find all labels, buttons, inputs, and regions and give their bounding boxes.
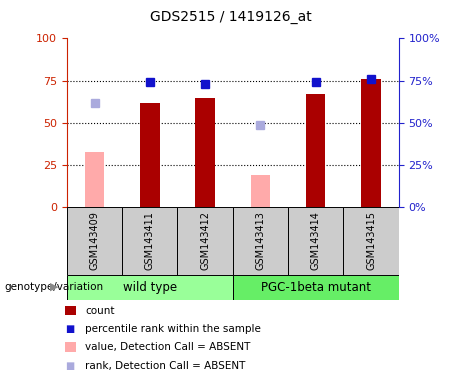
Bar [177,207,233,275]
Text: GSM143415: GSM143415 [366,212,376,270]
Bar [288,207,343,275]
Bar [361,79,381,207]
Text: percentile rank within the sample: percentile rank within the sample [85,324,261,334]
Text: rank, Detection Call = ABSENT: rank, Detection Call = ABSENT [85,361,246,371]
Text: GSM143409: GSM143409 [89,212,100,270]
Text: genotype/variation: genotype/variation [5,282,104,292]
Text: PGC-1beta mutant: PGC-1beta mutant [261,281,371,293]
Text: GSM143412: GSM143412 [200,212,210,270]
Text: ■: ■ [65,324,75,334]
Bar [85,152,104,207]
Bar [251,175,270,207]
Bar [343,207,399,275]
Text: value, Detection Call = ABSENT: value, Detection Call = ABSENT [85,342,251,352]
Bar [67,275,233,300]
Text: GSM143414: GSM143414 [311,212,321,270]
Bar [233,275,399,300]
Bar [140,103,160,207]
Text: ▶: ▶ [50,282,58,292]
Bar [67,207,122,275]
Bar [306,94,325,207]
Bar [233,207,288,275]
Text: wild type: wild type [123,281,177,293]
Text: count: count [85,306,115,316]
Text: ■: ■ [65,361,75,371]
Text: GSM143413: GSM143413 [255,212,266,270]
Text: GSM143411: GSM143411 [145,212,155,270]
Bar [195,98,215,207]
Bar [122,207,177,275]
Text: GDS2515 / 1419126_at: GDS2515 / 1419126_at [150,10,311,23]
